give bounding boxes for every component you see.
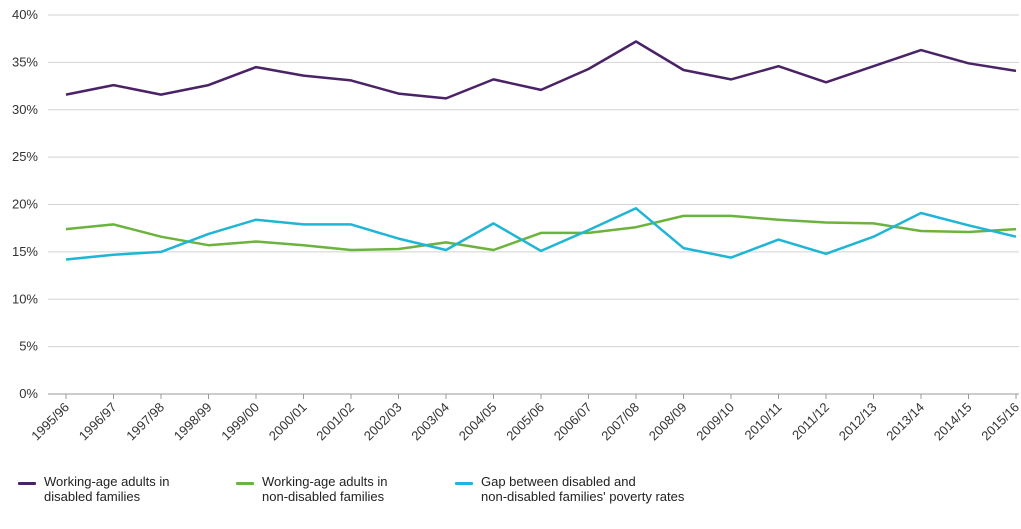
legend-swatch bbox=[18, 482, 36, 485]
x-tick-label: 2008/09 bbox=[646, 400, 690, 444]
x-tick-label: 2004/05 bbox=[456, 400, 500, 444]
gridlines bbox=[48, 14, 1019, 395]
y-axis: 0% 5% 10% 15% 20% 25% 30% 35% 40% bbox=[12, 7, 38, 401]
legend-item-non-disabled: Working-age adults in non-disabled famil… bbox=[236, 474, 388, 504]
x-tick-label: 1995/96 bbox=[28, 400, 72, 444]
x-tick-label: 1999/00 bbox=[218, 400, 262, 444]
x-tick-label: 2011/12 bbox=[789, 400, 832, 443]
y-tick-label: 0% bbox=[19, 386, 38, 401]
y-tick-label: 15% bbox=[12, 244, 38, 259]
x-tick-label: 2014/15 bbox=[931, 400, 975, 444]
series-line-0 bbox=[65, 40, 1017, 100]
legend-label: Working-age adults in non-disabled famil… bbox=[262, 474, 388, 504]
legend: Working-age adults in disabled families … bbox=[0, 474, 1021, 529]
x-tick-label: 1996/97 bbox=[76, 400, 120, 444]
line-chart: 0% 5% 10% 15% 20% 25% 30% 35% 40% 1995/96 1996/97… bbox=[12, 7, 1021, 443]
x-tick-label: 2007/08 bbox=[598, 400, 642, 444]
series-lines bbox=[65, 40, 1017, 261]
x-tick-label: 2009/10 bbox=[693, 400, 737, 444]
y-tick-label: 25% bbox=[12, 149, 38, 164]
y-tick-label: 40% bbox=[12, 7, 38, 22]
y-tick-label: 10% bbox=[12, 291, 38, 306]
x-tick-label: 2006/07 bbox=[551, 400, 595, 444]
legend-swatch bbox=[455, 482, 473, 485]
x-tick-label: 2000/01 bbox=[266, 400, 310, 444]
y-tick-label: 30% bbox=[12, 102, 38, 117]
x-tick-label: 2015/16 bbox=[978, 400, 1021, 444]
series-line-2 bbox=[65, 207, 1017, 261]
x-tick-label: 1997/98 bbox=[123, 400, 167, 444]
legend-label: Working-age adults in disabled families bbox=[44, 474, 170, 504]
legend-swatch bbox=[236, 482, 254, 485]
x-tick-label: 2012/13 bbox=[836, 400, 880, 444]
x-tick-label: 2005/06 bbox=[503, 400, 547, 444]
legend-label: Gap between disabled and non-disabled fa… bbox=[481, 474, 685, 504]
x-axis: 1995/96 1996/97 1997/98 1998/99 1999/00 2000/… bbox=[28, 394, 1021, 443]
x-tick-label: 2001/02 bbox=[313, 400, 357, 444]
y-tick-label: 35% bbox=[12, 54, 38, 69]
x-tick-label: 2002/03 bbox=[361, 400, 405, 444]
series-line-1 bbox=[65, 214, 1017, 252]
legend-item-disabled: Working-age adults in disabled families bbox=[18, 474, 170, 504]
x-tick-label: 2013/14 bbox=[883, 400, 927, 444]
x-tick-label: 1998/99 bbox=[171, 400, 215, 444]
x-tick-label: 2010/11 bbox=[741, 400, 784, 443]
y-tick-label: 5% bbox=[19, 339, 38, 354]
y-tick-label: 20% bbox=[12, 197, 38, 212]
x-tick-label: 2003/04 bbox=[408, 400, 452, 444]
legend-item-gap: Gap between disabled and non-disabled fa… bbox=[455, 474, 684, 504]
